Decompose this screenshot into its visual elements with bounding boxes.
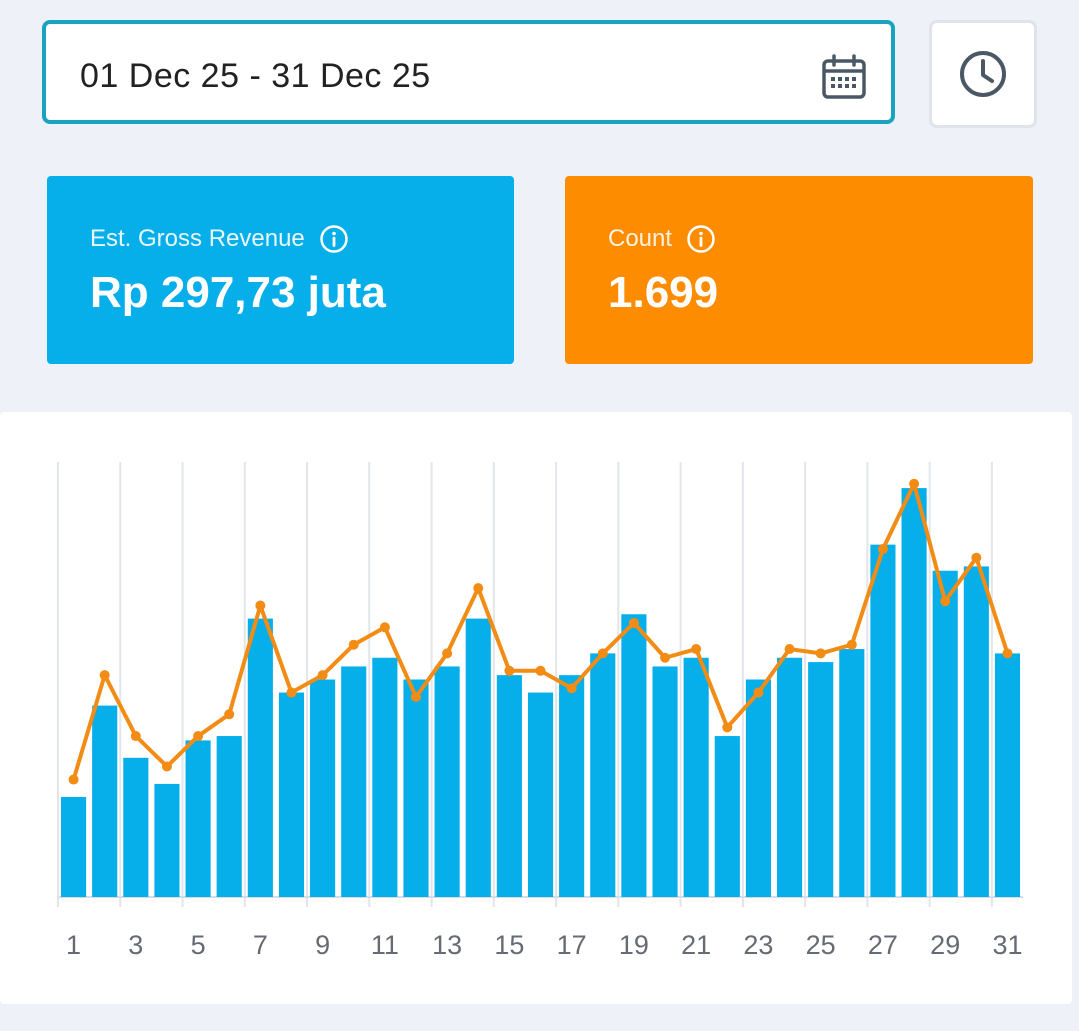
line-point <box>130 731 141 742</box>
x-tick-label: 11 <box>371 930 399 960</box>
line-point <box>722 722 733 733</box>
info-icon[interactable] <box>686 224 716 254</box>
line-point <box>68 774 79 785</box>
count-value: 1.699 <box>608 268 719 317</box>
line-point <box>473 583 484 594</box>
bar <box>839 649 865 897</box>
date-range-value: 01 Dec 25 - 31 Dec 25 <box>80 57 431 95</box>
bar <box>652 666 678 897</box>
bar <box>278 692 305 897</box>
bar <box>963 566 989 897</box>
clock-icon <box>960 51 1006 97</box>
line-point <box>255 600 266 611</box>
revenue-label-row: Est. Gross Revenue <box>90 224 349 254</box>
line-point <box>628 617 639 628</box>
daily-chart: 1 3 5 7 9 11 13 15 17 19 21 23 25 27 29 31 <box>57 462 1024 960</box>
line-point <box>161 761 172 772</box>
bar <box>434 666 460 897</box>
bar <box>776 657 803 897</box>
bar <box>527 692 554 897</box>
line-point <box>909 478 920 489</box>
bar <box>216 736 242 897</box>
bar <box>559 675 585 897</box>
bar <box>372 657 398 897</box>
line-point <box>846 639 857 650</box>
x-tick-label: 3 <box>128 930 143 960</box>
line-point <box>971 552 982 563</box>
line-point <box>660 652 671 663</box>
line-point <box>317 670 328 681</box>
line-point <box>566 683 577 694</box>
bar <box>341 666 367 897</box>
line-point <box>224 709 235 720</box>
x-tick-label: 17 <box>557 930 587 960</box>
x-tick-label: 25 <box>806 930 836 960</box>
bar <box>154 783 180 897</box>
line-point <box>784 644 795 655</box>
bar <box>683 657 709 897</box>
bar <box>808 662 834 897</box>
x-tick-label: 1 <box>66 930 81 960</box>
line-point <box>442 648 453 659</box>
bar <box>465 618 491 897</box>
x-tick-label: 27 <box>868 930 898 960</box>
revenue-card: Est. Gross Revenue Rp 297,73 juta <box>47 176 514 364</box>
line-point <box>691 644 702 655</box>
bar <box>123 757 149 897</box>
bar <box>994 653 1021 897</box>
x-tick-label: 23 <box>743 930 773 960</box>
daily-chart-panel: 1 3 5 7 9 11 13 15 17 19 21 23 25 27 29 31 <box>0 412 1072 1004</box>
x-tick-label: 21 <box>681 930 711 960</box>
calendar-icon[interactable] <box>821 54 867 100</box>
bar <box>310 679 336 897</box>
line-point <box>753 687 764 698</box>
bar <box>61 796 87 897</box>
x-tick-label: 9 <box>315 930 330 960</box>
x-tick-label: 15 <box>494 930 524 960</box>
count-label-row: Count <box>608 224 716 254</box>
bar <box>403 679 429 897</box>
line-point <box>1002 648 1013 659</box>
line-point <box>193 731 204 742</box>
revenue-value: Rp 297,73 juta <box>90 268 386 317</box>
line-point <box>535 665 546 676</box>
bar <box>932 570 958 897</box>
line-point <box>379 622 390 633</box>
x-tick-label: 19 <box>619 930 649 960</box>
x-tick-label: 29 <box>930 930 960 960</box>
line-point <box>504 665 515 676</box>
line-point <box>410 691 421 702</box>
bar <box>247 618 273 897</box>
line-point <box>348 639 359 650</box>
date-range-input[interactable]: 01 Dec 25 - 31 Dec 25 <box>42 20 895 124</box>
time-filter-button[interactable] <box>929 20 1037 128</box>
revenue-label: Est. Gross Revenue <box>90 225 305 252</box>
x-tick-label: 13 <box>432 930 462 960</box>
bar <box>185 740 211 897</box>
bar <box>621 614 647 897</box>
count-card: Count 1.699 <box>565 176 1033 364</box>
bar <box>496 675 522 897</box>
x-tick-label: 5 <box>191 930 206 960</box>
line-point <box>877 544 888 554</box>
x-tick-label: 7 <box>253 930 268 960</box>
count-label: Count <box>608 225 673 252</box>
bar <box>92 705 118 897</box>
x-tick-label: 31 <box>992 930 1022 960</box>
line-point <box>99 670 110 681</box>
bar <box>745 679 771 897</box>
bar <box>590 653 616 897</box>
bar <box>901 488 927 897</box>
line-point <box>597 648 608 659</box>
line-point <box>286 687 297 698</box>
bar <box>870 544 896 897</box>
line-point <box>815 648 826 659</box>
bar <box>714 736 740 897</box>
info-icon[interactable] <box>319 224 349 254</box>
line-point <box>940 596 951 607</box>
